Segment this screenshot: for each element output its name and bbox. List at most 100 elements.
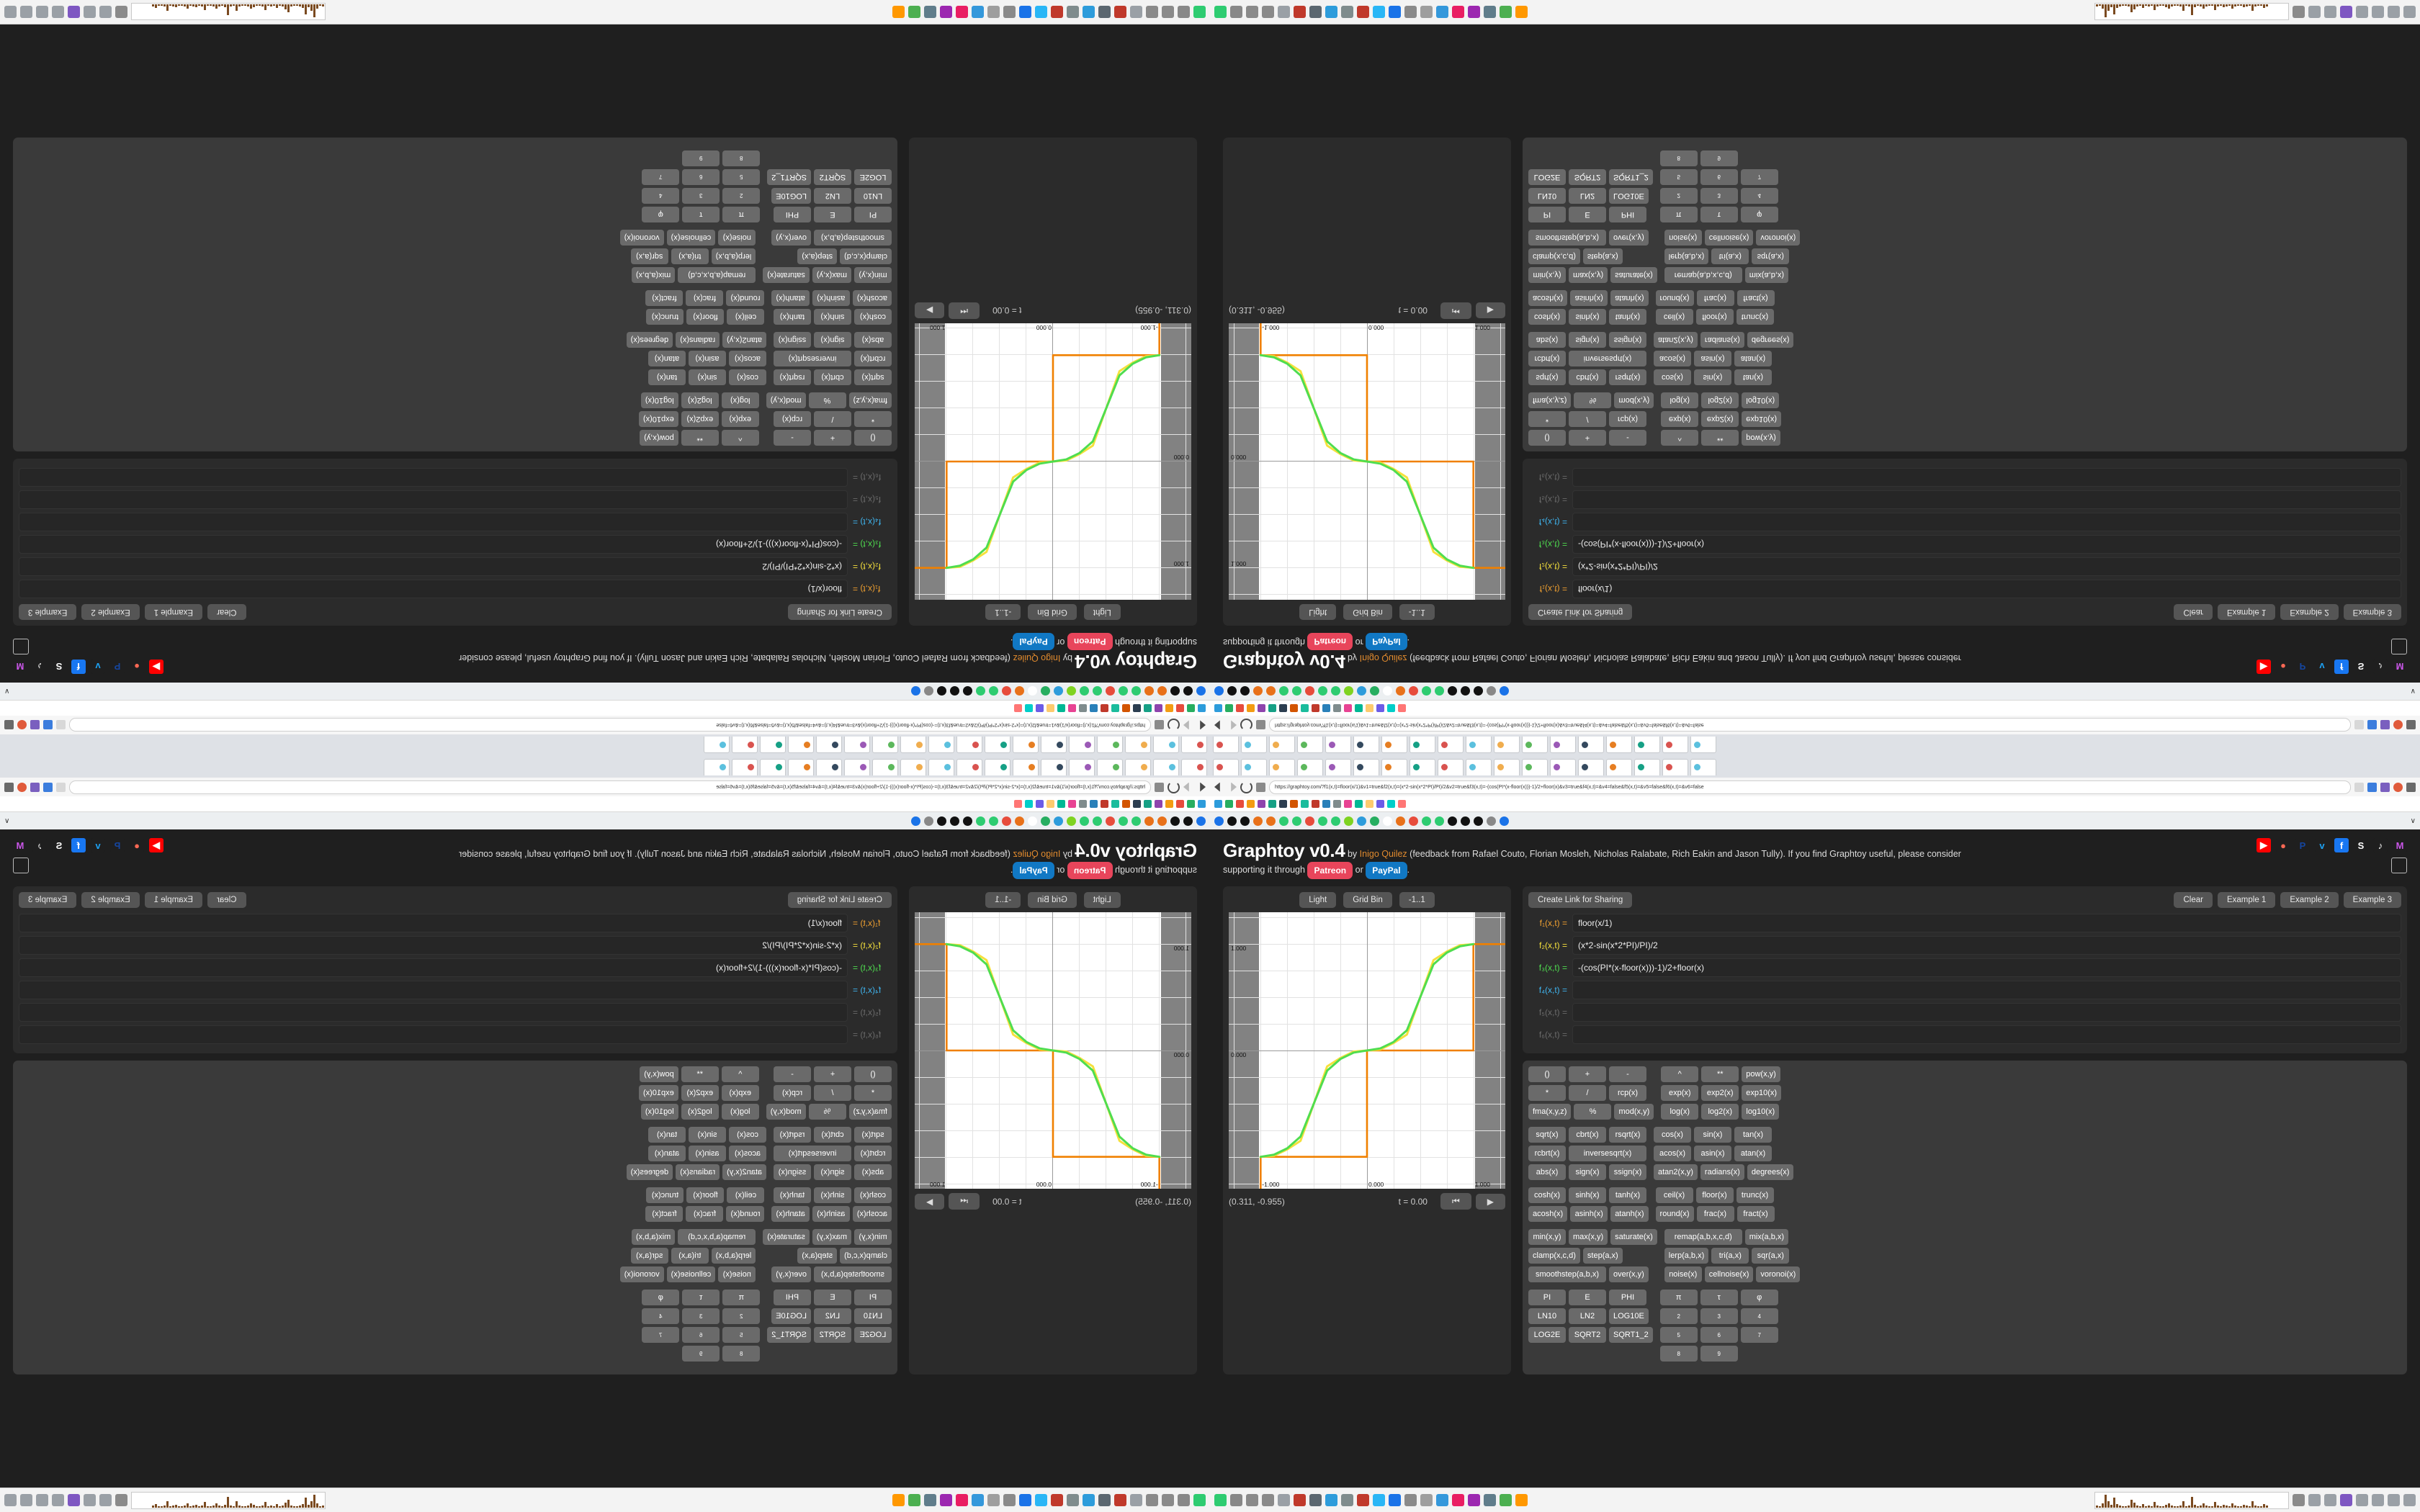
key-floorx[interactable]: floor(x)	[686, 1187, 725, 1203]
key-sinhx[interactable]: sinh(x)	[1569, 1187, 1606, 1203]
rewind-button[interactable]: ⏮	[1440, 1193, 1471, 1210]
taskbar-icon[interactable]	[987, 1494, 1000, 1506]
browser-tab[interactable]	[760, 758, 786, 775]
key-[interactable]: *	[1528, 411, 1566, 427]
formula-input-f4[interactable]	[1572, 981, 2401, 999]
key-log2e[interactable]: LOG2E	[854, 1327, 892, 1343]
key-sqrt1_2[interactable]: SQRT1_2	[1609, 169, 1653, 185]
key-[interactable]: π	[1659, 207, 1698, 222]
bookmark-icon[interactable]	[1398, 704, 1406, 712]
key-fracx[interactable]: frac(x)	[1696, 290, 1734, 306]
key-powxy[interactable]: pow(x,y)	[640, 1066, 678, 1082]
key-expx[interactable]: exp(x)	[721, 411, 759, 427]
bookmark-icon[interactable]	[1155, 800, 1162, 808]
key-exp10x[interactable]: exp10(x)	[638, 1085, 678, 1101]
tray-icon[interactable]	[2340, 1494, 2352, 1506]
taskbar-icon[interactable]	[1373, 6, 1385, 18]
key-log2e[interactable]: LOG2E	[854, 169, 892, 185]
back-icon[interactable]	[1196, 783, 1206, 792]
key-overxy[interactable]: over(x,y)	[1609, 1266, 1649, 1282]
key-cbrtx[interactable]: cbrt(x)	[814, 1127, 851, 1143]
taskbar-icon[interactable]	[1373, 1494, 1385, 1506]
formula-label-f1[interactable]: f₁(x,t) =	[853, 584, 881, 594]
taskbar-icon[interactable]	[1230, 6, 1242, 18]
key-inversesqrtx[interactable]: inversesqrt(x)	[1569, 1146, 1646, 1161]
key-8[interactable]: 8	[1659, 150, 1698, 166]
formula-label-f1[interactable]: f₁(x,t) =	[853, 918, 881, 928]
quick-launch-icon[interactable]	[1305, 686, 1314, 696]
key-acosx[interactable]: acos(x)	[729, 351, 766, 366]
bookmarks-bar[interactable]	[0, 796, 1210, 812]
system-tray[interactable]	[2094, 3, 2416, 21]
key-smoothstepabx[interactable]: smoothstep(a,b,x)	[1528, 230, 1606, 246]
browser-toolbar[interactable]: https://graphtoy.com/?f1(x,t)=floor(x/1)…	[0, 716, 1210, 734]
key-e[interactable]: E	[1569, 1290, 1606, 1305]
browser-tab[interactable]	[1662, 737, 1688, 754]
browser-tab-strip[interactable]	[1210, 734, 2420, 756]
key-coshx[interactable]: cosh(x)	[854, 309, 892, 325]
taskbar-icon[interactable]	[1389, 6, 1401, 18]
key-floorx[interactable]: floor(x)	[1695, 309, 1734, 325]
quick-launch-icon[interactable]	[1240, 686, 1250, 696]
key-log2x[interactable]: log2(x)	[681, 1104, 719, 1120]
browser-tab[interactable]	[1069, 758, 1095, 775]
quick-launch-icon[interactable]	[1170, 686, 1180, 696]
key-rsqrtx[interactable]: rsqrt(x)	[774, 369, 811, 385]
key-sqrtx[interactable]: sqrt(x)	[1528, 369, 1566, 385]
key-ln2[interactable]: LN2	[1569, 1308, 1606, 1324]
key-7[interactable]: 7	[1740, 1327, 1778, 1343]
key-saturatex[interactable]: saturate(x)	[1610, 267, 1657, 283]
quick-launch-icon[interactable]	[1227, 686, 1237, 696]
key-logx[interactable]: log(x)	[721, 1104, 759, 1120]
quick-launch-icon[interactable]	[1279, 816, 1289, 826]
key-expx[interactable]: exp(x)	[721, 1085, 759, 1101]
key-fractx[interactable]: fract(x)	[645, 290, 684, 306]
browser-tab[interactable]	[1213, 758, 1239, 775]
light-mode-button[interactable]: Light	[1083, 892, 1121, 908]
formula-input-f3[interactable]	[19, 535, 848, 554]
formula-input-f5[interactable]	[1572, 490, 2401, 509]
key-tanx[interactable]: tan(x)	[648, 369, 686, 385]
taskbar-icon[interactable]	[1214, 6, 1227, 18]
key-modxy[interactable]: mod(x,y)	[1614, 1104, 1654, 1120]
formula-input-f6[interactable]	[1572, 1025, 2401, 1044]
taskbar-icon[interactable]	[908, 1494, 920, 1506]
taskbar-icon[interactable]	[1262, 1494, 1274, 1506]
tray-icon[interactable]	[2372, 1494, 2384, 1506]
key-clampxcd[interactable]: clamp(x,c,d)	[840, 248, 892, 264]
home-icon[interactable]	[1256, 782, 1265, 792]
tray-icon[interactable]	[52, 1494, 64, 1506]
key-cosx[interactable]: cos(x)	[1654, 369, 1691, 385]
author-link[interactable]: Inigo Quilez	[1013, 849, 1061, 859]
tray-icon[interactable]	[99, 6, 112, 18]
quick-launch-icon[interactable]	[963, 816, 972, 826]
os-taskbar[interactable]	[1210, 0, 2420, 24]
bookmark-icon[interactable]	[1225, 704, 1233, 712]
formula-label-f5[interactable]: f₅(x,t) =	[1538, 495, 1567, 505]
taskbar-icon[interactable]	[1146, 1494, 1158, 1506]
browser-tab[interactable]	[1662, 758, 1688, 775]
key-[interactable]: +	[1569, 1066, 1606, 1082]
extensions-icon[interactable]	[2380, 782, 2390, 792]
taskbar-icon[interactable]	[1214, 1494, 1227, 1506]
tray-icon[interactable]	[2388, 1494, 2400, 1506]
formula-label-f6[interactable]: f₆(x,t) =	[1538, 1030, 1567, 1040]
key-log2e[interactable]: LOG2E	[1528, 169, 1566, 185]
quick-launch-icon[interactable]	[963, 686, 972, 696]
key-[interactable]: ^	[721, 430, 759, 446]
taskbar-icon[interactable]	[1325, 1494, 1337, 1506]
facebook-icon[interactable]: f	[2334, 838, 2349, 852]
quick-launch-icon[interactable]	[1144, 816, 1154, 826]
browser-tab[interactable]	[704, 737, 730, 754]
os-quick-launch-strip[interactable]: ∨	[0, 812, 1210, 829]
quick-launch-icon[interactable]	[1357, 686, 1366, 696]
key-inversesqrtx[interactable]: inversesqrt(x)	[774, 1146, 851, 1161]
quick-launch-icon[interactable]	[1396, 686, 1405, 696]
quick-launch-icon[interactable]	[1157, 686, 1167, 696]
key-saturatex[interactable]: saturate(x)	[763, 267, 810, 283]
browser-tab[interactable]	[1241, 758, 1267, 775]
key-tanhx[interactable]: tanh(x)	[774, 1187, 811, 1203]
browser-tab[interactable]	[1606, 737, 1632, 754]
quick-launch-icon[interactable]	[1500, 816, 1509, 826]
key-sinx[interactable]: sin(x)	[689, 369, 726, 385]
